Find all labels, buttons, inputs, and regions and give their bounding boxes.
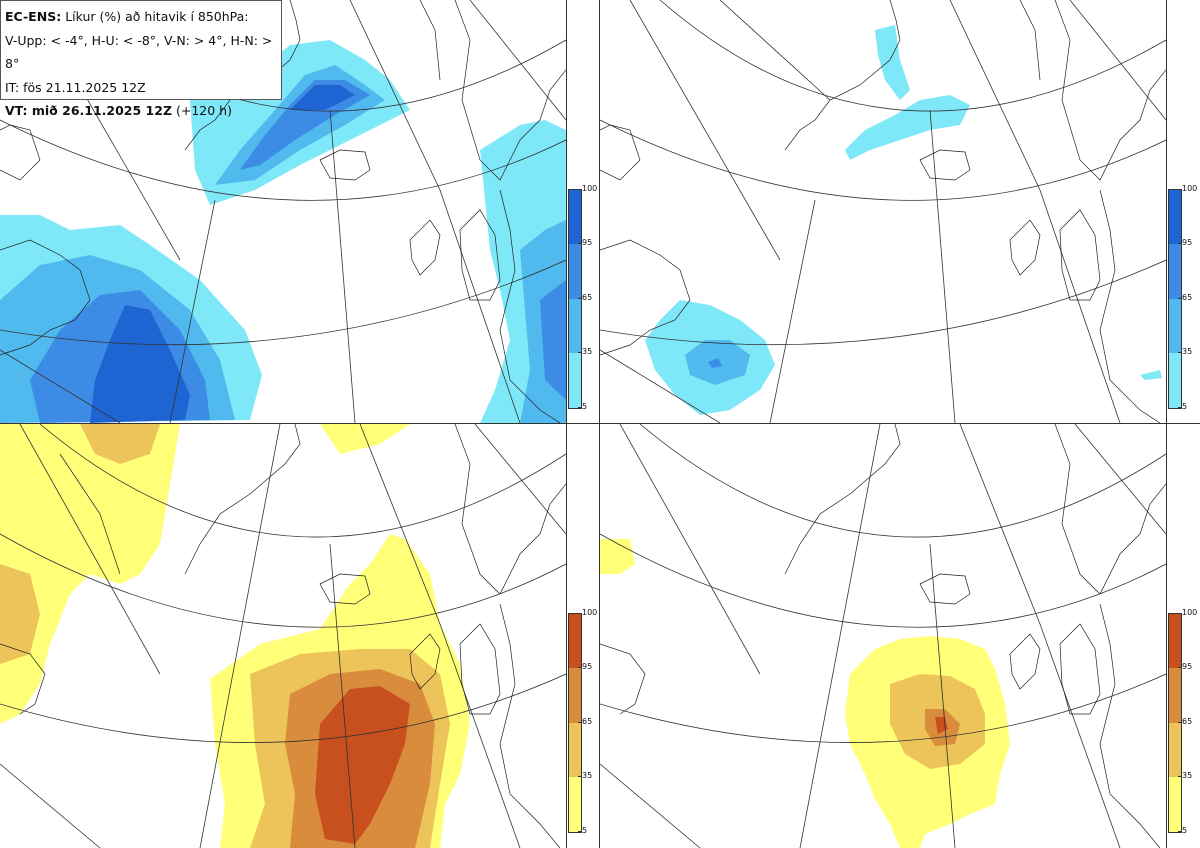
colorbar-tick: 100 [1177,608,1198,617]
colorbar-segment [1169,190,1181,244]
colorbar-tick: 95 [577,238,593,247]
colorbar-tick: 65 [1177,293,1193,302]
threshold-legend: V-Upp: < -4°, H-U: < -8°, V-N: > 4°, H-N… [5,32,273,72]
panel-cold-moderate: EC-ENS: Líkur (%) að hitavik í 850hPa: V… [0,0,566,423]
colorbar-tick: 35 [1177,347,1193,356]
colorbar-segment [1169,614,1181,668]
lead-time: (+120 h) [176,103,232,118]
colorbar-segment [1169,723,1181,777]
coastlines [0,424,566,848]
coastlines [600,424,1166,848]
colorbar-tick: 5 [1177,402,1188,411]
colorbar-tick: 100 [1177,184,1198,193]
graticule [600,0,1166,423]
colorbar-segment [1169,668,1181,723]
forecast-title: Líkur (%) að hitavik í 850hPa: [65,9,249,24]
colorbar-segment [1169,777,1181,832]
colorbar-tick: 35 [577,771,593,780]
colorbar-tick: 100 [577,184,598,193]
colorbar-segment [1169,244,1181,299]
colorbar-tick: 65 [577,293,593,302]
colorbar-segment [569,299,581,353]
colorbar-tick: 95 [577,662,593,671]
colorbar-cold-left [568,189,582,409]
colorbar-tick: 5 [1177,826,1188,835]
forecast-info-box: EC-ENS: Líkur (%) að hitavik í 850hPa: V… [0,0,282,118]
vertical-divider-far [1166,0,1167,848]
colorbar-segment [569,777,581,832]
colorbar-tick: 35 [577,347,593,356]
coastlines [600,0,1166,423]
colorbar-tick: 65 [577,717,593,726]
valid-time: VT: mið 26.11.2025 12Z [5,103,173,118]
colorbar-tick: 95 [1177,238,1193,247]
colorbar-segment [569,668,581,723]
probability-map-warm-moderate [0,424,566,848]
model-label: EC-ENS: [5,9,62,24]
colorbar-tick: 100 [577,608,598,617]
colorbar-tick: 35 [1177,771,1193,780]
colorbar-warm-right [1168,613,1182,833]
panel-cold-strong [600,0,1166,423]
vertical-divider-right [599,0,600,848]
colorbar-segment [569,244,581,299]
colorbar-segment [569,723,581,777]
colorbar-segment [1169,299,1181,353]
colorbar-segment [569,190,581,244]
colorbar-warm-left [568,613,582,833]
horizontal-divider [0,423,1200,424]
colorbar-segment [1169,353,1181,408]
probability-field [0,424,470,848]
colorbar-segment [569,614,581,668]
colorbar-segment [569,353,581,408]
colorbar-cold-right [1168,189,1182,409]
probability-map-cold-strong [600,0,1166,423]
colorbar-tick: 65 [1177,717,1193,726]
probability-map-warm-strong [600,424,1166,848]
vertical-divider-left [566,0,567,848]
colorbar-tick: 95 [1177,662,1193,671]
colorbar-tick: 5 [577,402,588,411]
panel-warm-moderate [0,424,566,848]
graticule [0,0,566,423]
probability-field [600,539,1010,848]
panel-warm-strong [600,424,1166,848]
colorbar-tick: 5 [577,826,588,835]
probability-field [645,25,1162,415]
graticule [600,424,1166,848]
graticule [0,424,566,848]
initial-time: IT: fös 21.11.2025 12Z [5,79,146,95]
